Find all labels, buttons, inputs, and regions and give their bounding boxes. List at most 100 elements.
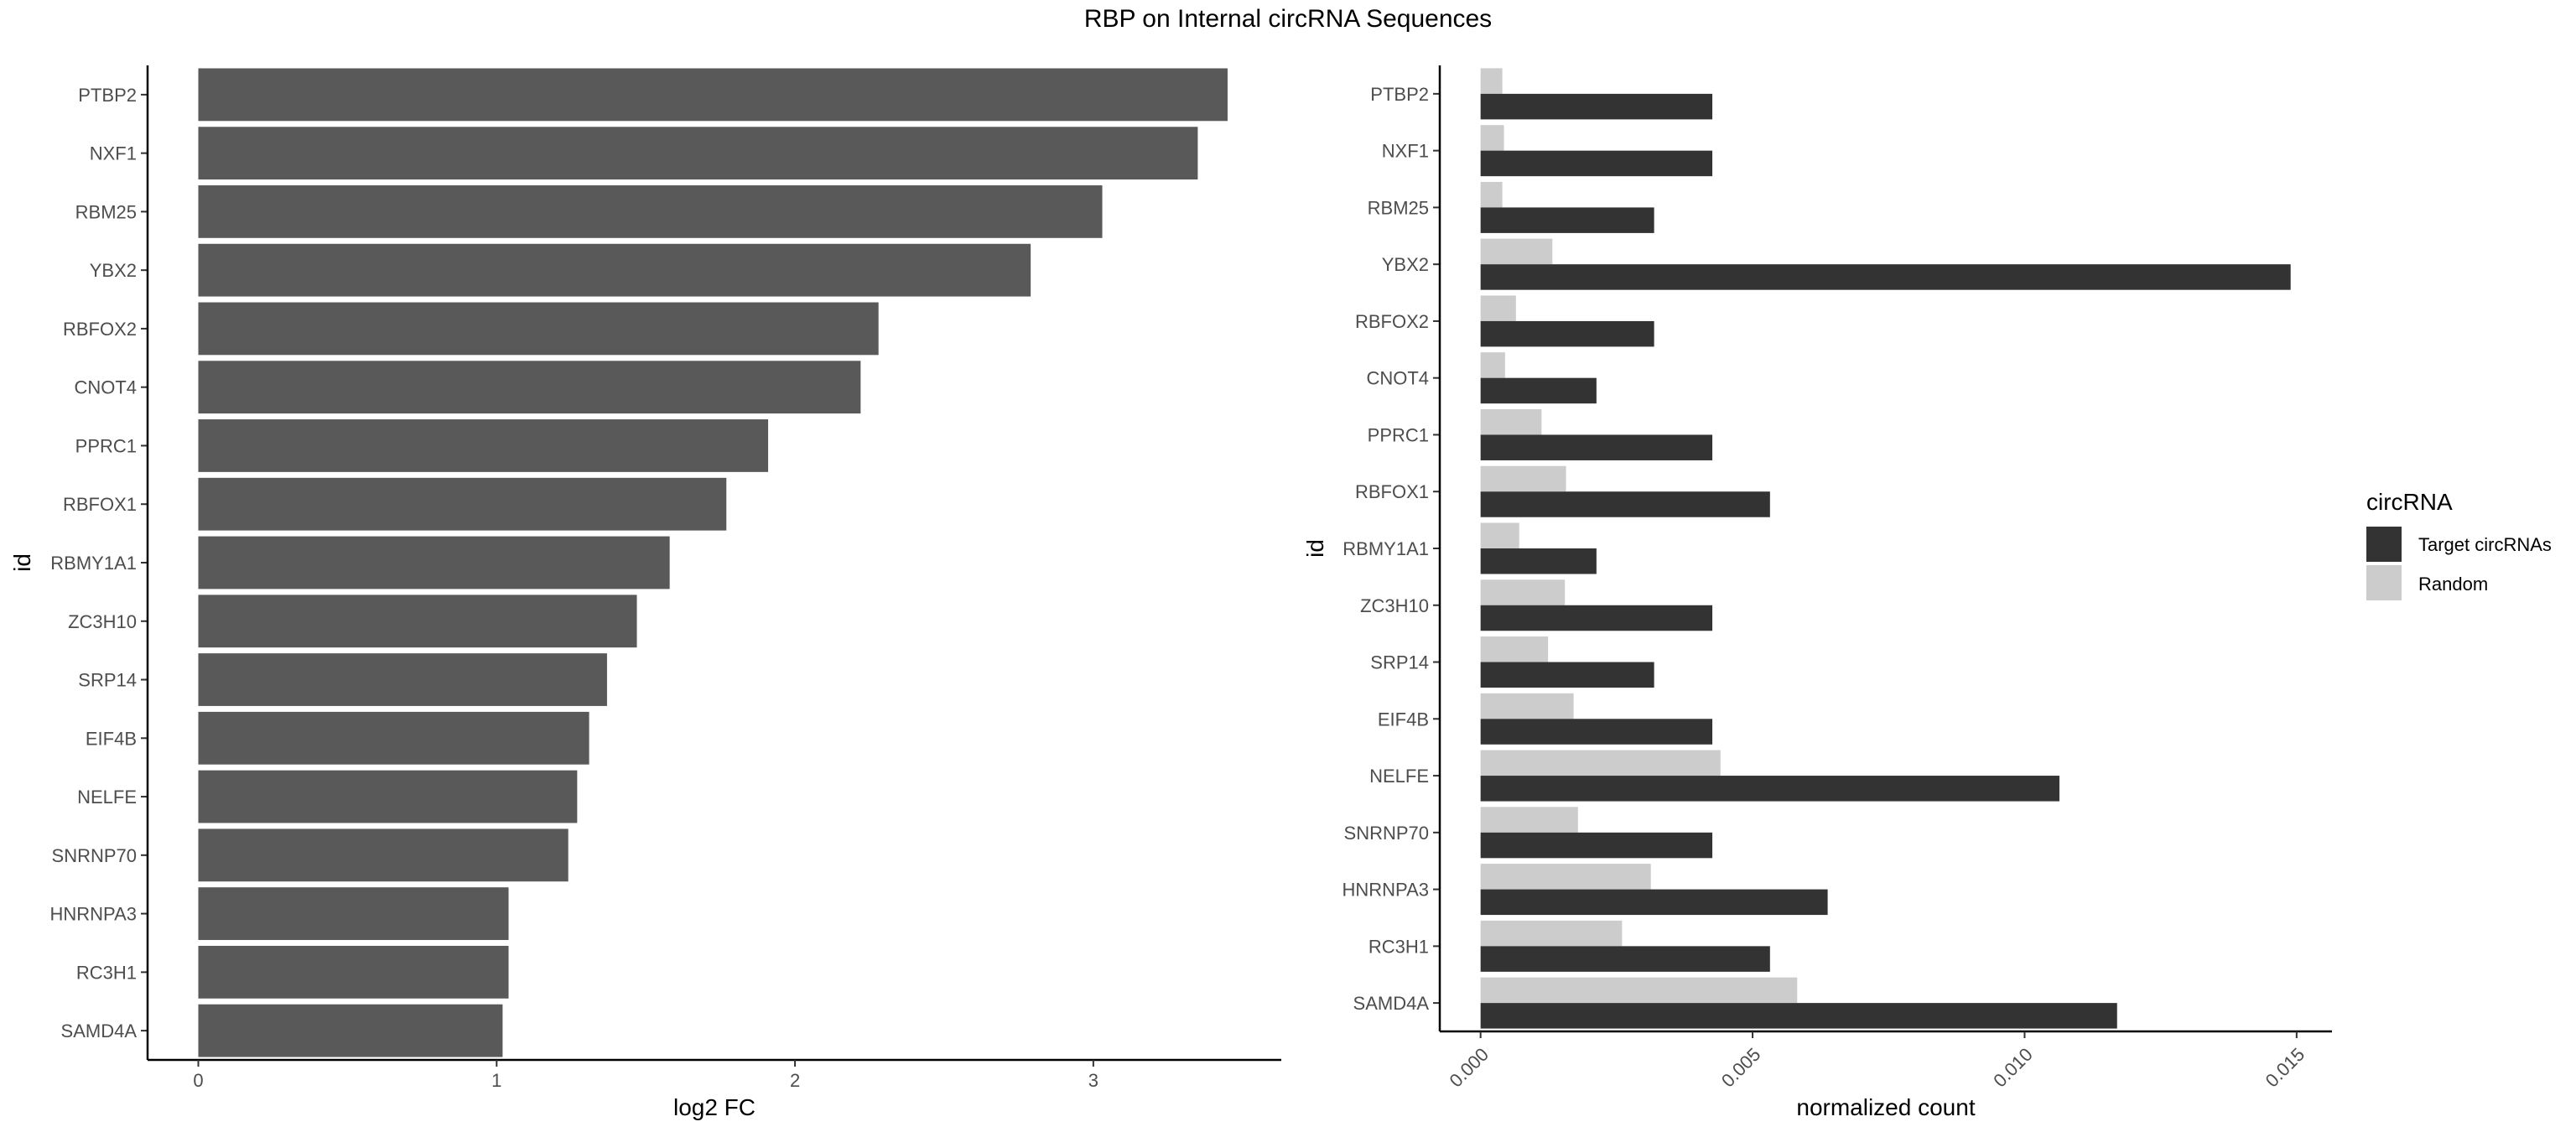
bar-target-cnot4 <box>1480 377 1597 404</box>
y-tick-label: SRP14 <box>1370 652 1429 673</box>
y-tick-label: SAMD4A <box>61 1021 138 1041</box>
bar-random-srp14 <box>1480 636 1549 662</box>
bar-target-rbfox2 <box>1480 320 1654 347</box>
bar-target-ybx2 <box>1480 264 2291 290</box>
x-tick-label: 1 <box>491 1070 501 1091</box>
y-tick-label: NXF1 <box>1382 141 1429 162</box>
bar-target-rbfox1 <box>1480 491 1770 517</box>
bar-logfc-ptbp2 <box>198 68 1228 122</box>
bar-random-nelfe <box>1480 750 1721 776</box>
x-tick-label: 0.015 <box>2262 1044 2309 1092</box>
y-tick-label: ZC3H10 <box>68 611 137 632</box>
bar-target-rbmy1a1 <box>1480 548 1597 574</box>
y-tick-label: PTBP2 <box>78 85 137 106</box>
x-axis-title: normalized count <box>1796 1094 1975 1120</box>
y-tick-label: NELFE <box>77 787 137 808</box>
y-tick-label: NELFE <box>1369 766 1429 787</box>
x-tick-label: 0.000 <box>1445 1044 1493 1092</box>
bar-random-rc3h1 <box>1480 920 1623 947</box>
bar-random-ybx2 <box>1480 238 1553 265</box>
y-tick-label: RBMY1A1 <box>1343 538 1429 559</box>
x-axis-title: log2 FC <box>673 1094 756 1120</box>
y-tick-label: YBX2 <box>1382 254 1429 275</box>
bar-logfc-rbmy1a1 <box>198 536 670 589</box>
legend-key-target <box>2366 527 2402 562</box>
y-tick-label: PPRC1 <box>1368 424 1429 445</box>
y-axis-title: id <box>1302 539 1328 558</box>
legend-key-random <box>2366 565 2402 600</box>
bar-random-hnrnpa3 <box>1480 864 1651 890</box>
bar-random-rbm25 <box>1480 181 1503 208</box>
y-tick-label: ZC3H10 <box>1360 595 1429 616</box>
bar-target-samd4a <box>1480 1003 2117 1029</box>
bar-logfc-ybx2 <box>198 243 1031 297</box>
bar-target-nelfe <box>1480 776 2059 802</box>
bar-random-nxf1 <box>1480 125 1504 151</box>
y-tick-label: RBFOX2 <box>63 319 137 340</box>
bar-logfc-rc3h1 <box>198 945 509 999</box>
y-tick-label: RBM25 <box>75 201 137 222</box>
figure-title: RBP on Internal circRNA Sequences <box>1084 5 1492 33</box>
bar-target-ptbp2 <box>1480 93 1713 120</box>
bar-logfc-nelfe <box>198 770 578 823</box>
bar-target-hnrnpa3 <box>1480 889 1828 916</box>
bar-logfc-srp14 <box>198 653 607 706</box>
y-tick-label: RBFOX1 <box>63 494 137 515</box>
bar-random-rbfox2 <box>1480 295 1516 321</box>
bar-logfc-rbm25 <box>198 185 1103 238</box>
y-tick-label: HNRNPA3 <box>49 904 137 925</box>
y-tick-label: EIF4B <box>86 728 137 749</box>
y-tick-label: SNRNP70 <box>52 845 137 866</box>
bar-target-nxf1 <box>1480 150 1713 177</box>
bar-random-snrnp70 <box>1480 807 1578 833</box>
bar-random-rbfox1 <box>1480 465 1566 492</box>
y-axis-title: id <box>9 553 35 572</box>
y-tick-label: RBM25 <box>1368 197 1429 218</box>
bar-logfc-nxf1 <box>198 127 1198 180</box>
bar-random-zc3h10 <box>1480 579 1566 605</box>
legend-title: circRNA <box>2366 489 2453 515</box>
bar-logfc-pprc1 <box>198 419 769 472</box>
bar-logfc-hnrnpa3 <box>198 887 509 940</box>
bar-target-rc3h1 <box>1480 946 1770 972</box>
y-tick-label: HNRNPA3 <box>1342 880 1429 901</box>
x-tick-label: 0.010 <box>1989 1044 2037 1092</box>
bar-logfc-cnot4 <box>198 361 861 414</box>
x-tick-label: 3 <box>1088 1070 1098 1091</box>
legend-label-random: Random <box>2418 574 2488 595</box>
bar-logfc-snrnp70 <box>198 828 569 882</box>
bar-target-zc3h10 <box>1480 605 1713 631</box>
y-tick-label: EIF4B <box>1378 709 1429 730</box>
x-tick-label: 0 <box>193 1070 203 1091</box>
bar-random-ptbp2 <box>1480 68 1503 94</box>
y-tick-label: SAMD4A <box>1353 993 1430 1014</box>
x-tick-label: 2 <box>790 1070 800 1091</box>
bar-target-eif4b <box>1480 719 1713 745</box>
y-tick-label: RBFOX1 <box>1355 481 1429 502</box>
y-tick-label: RBMY1A1 <box>50 553 137 574</box>
y-tick-label: SNRNP70 <box>1344 823 1429 844</box>
bar-random-eif4b <box>1480 693 1574 719</box>
bar-target-pprc1 <box>1480 434 1713 460</box>
y-tick-label: CNOT4 <box>1366 368 1429 389</box>
x-tick-label: 0.005 <box>1717 1044 1765 1092</box>
bar-logfc-rbfox1 <box>198 477 727 531</box>
y-tick-label: RC3H1 <box>1368 936 1429 957</box>
legend-label-target: Target circRNAs <box>2418 534 2552 555</box>
bar-random-cnot4 <box>1480 352 1505 378</box>
bar-logfc-samd4a <box>198 1004 503 1057</box>
bar-logfc-rbfox2 <box>198 302 879 356</box>
y-tick-label: YBX2 <box>90 260 137 281</box>
y-tick-label: PPRC1 <box>75 435 137 456</box>
bar-target-snrnp70 <box>1480 832 1713 859</box>
y-tick-label: PTBP2 <box>1370 84 1429 105</box>
bar-target-rbm25 <box>1480 207 1654 233</box>
bar-logfc-zc3h10 <box>198 595 637 648</box>
y-tick-label: CNOT4 <box>74 377 137 398</box>
y-tick-label: RC3H1 <box>76 962 137 983</box>
bar-random-samd4a <box>1480 977 1798 1004</box>
bar-logfc-eif4b <box>198 711 589 765</box>
bar-random-rbmy1a1 <box>1480 522 1519 548</box>
